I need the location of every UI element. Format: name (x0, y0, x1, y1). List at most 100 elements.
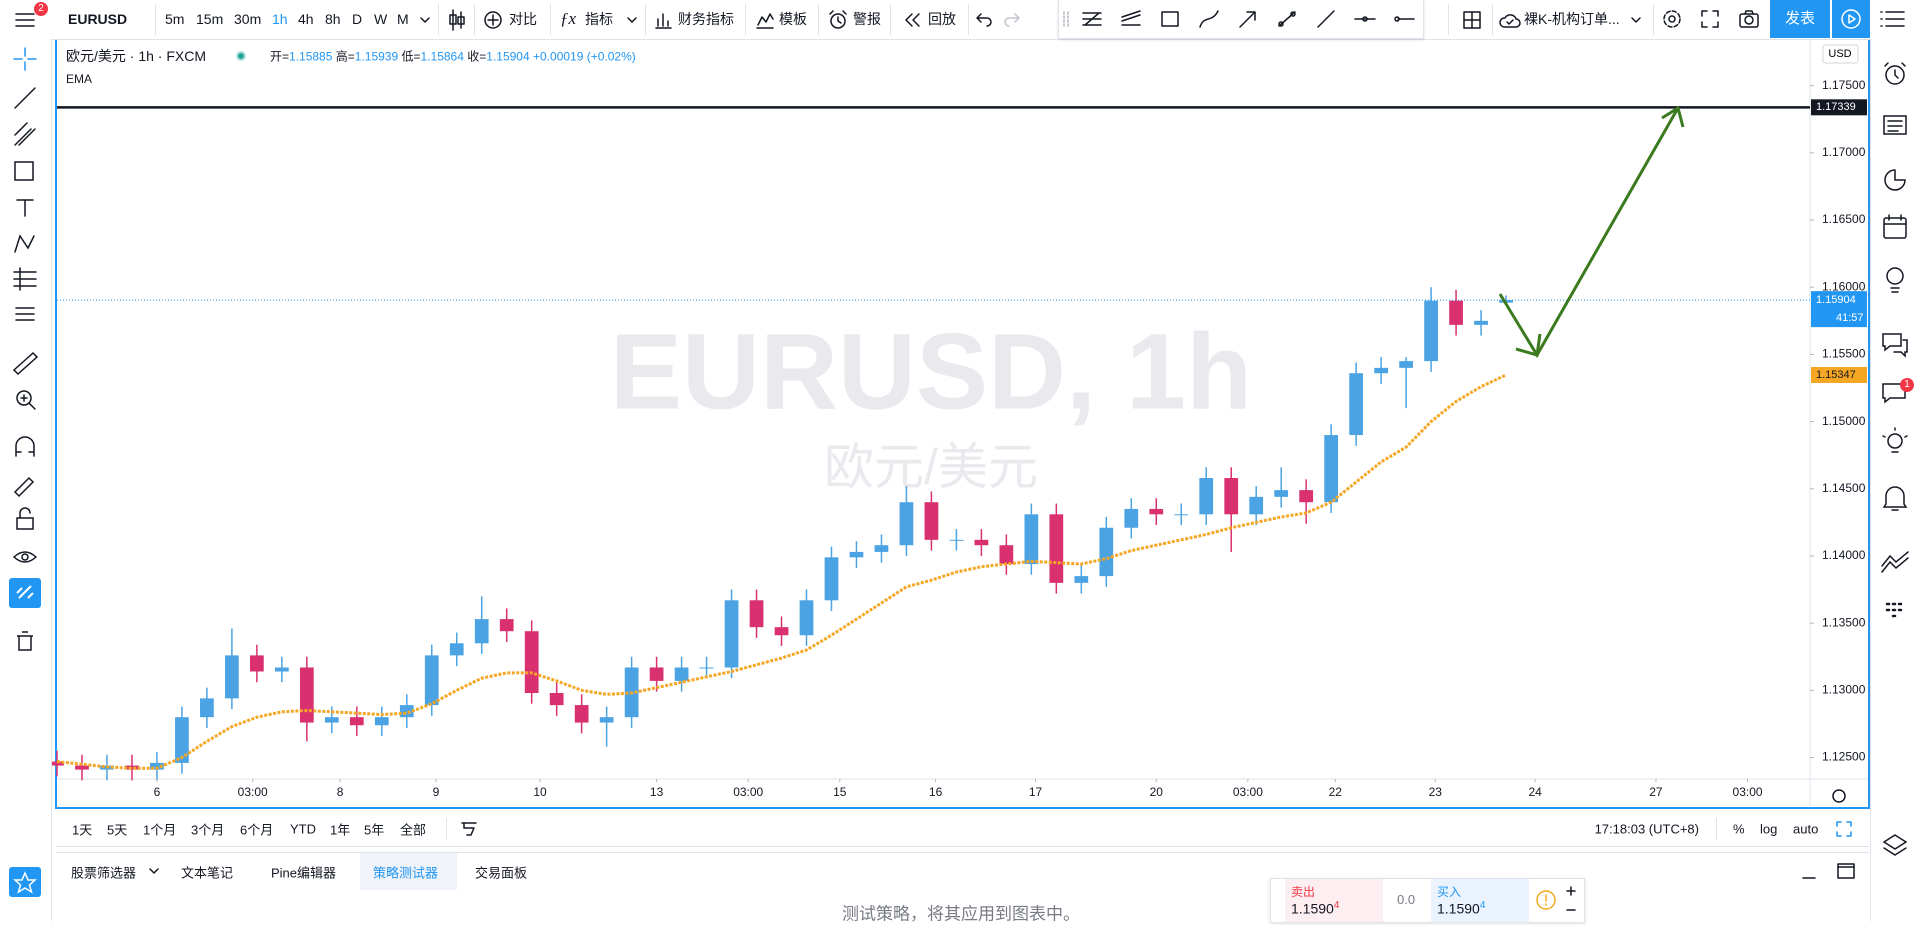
interval[interactable]: 8h (325, 11, 341, 27)
replay[interactable]: 回放 (928, 11, 956, 27)
tool-icon[interactable] (1120, 9, 1142, 29)
interval-active[interactable]: 1h (272, 11, 288, 27)
alert-icon[interactable] (827, 9, 849, 31)
panel-tab[interactable]: 文本笔记 (181, 865, 234, 881)
caret[interactable] (1630, 15, 1642, 25)
chat-icon[interactable] (1882, 333, 1908, 358)
pattern-icon[interactable] (14, 234, 35, 253)
tool-icon[interactable] (1237, 9, 1259, 29)
layout-icon[interactable] (1462, 10, 1482, 30)
fullscreen-icon[interactable] (1700, 9, 1720, 29)
scale-option[interactable]: log (1760, 821, 1778, 837)
buy-button[interactable] (1431, 879, 1529, 922)
tool-icon[interactable] (1315, 9, 1337, 29)
notifications-icon[interactable] (1882, 486, 1908, 511)
info-icon[interactable] (1535, 889, 1557, 911)
interval[interactable]: M (397, 11, 409, 27)
tool-icon[interactable] (1393, 9, 1415, 29)
replay-icon[interactable] (903, 12, 923, 28)
sell-button[interactable] (1285, 879, 1383, 922)
clock[interactable]: 17:18:03 (UTC+8) (1594, 821, 1699, 837)
interval[interactable]: 30m (234, 11, 262, 27)
more-icon[interactable] (1885, 602, 1903, 618)
maximize-icon[interactable] (1835, 820, 1853, 838)
prediction-icon[interactable] (13, 267, 37, 291)
range-button[interactable]: 3个月 (191, 822, 225, 838)
range-button[interactable]: 6个月 (240, 822, 274, 838)
dom-icon[interactable] (1881, 551, 1909, 573)
settings-icon[interactable] (1661, 8, 1683, 30)
symbol[interactable]: EURUSD (68, 11, 128, 27)
play-icon[interactable] (1840, 8, 1862, 30)
visibility-icon[interactable] (12, 551, 38, 563)
indicator-name[interactable]: EMA (66, 72, 93, 86)
tool-icon[interactable] (1354, 9, 1376, 29)
tool-icon[interactable] (1198, 9, 1220, 29)
financials[interactable]: 财务指标 (678, 11, 734, 27)
chart-type-icon[interactable] (447, 8, 467, 32)
cloud-icon[interactable] (1498, 11, 1522, 29)
interval[interactable]: 4h (298, 11, 314, 27)
compare-icon[interactable] (483, 10, 503, 30)
settings-icon[interactable] (1832, 789, 1846, 803)
watchlist-button[interactable] (9, 867, 41, 897)
range-button[interactable]: 全部 (400, 822, 427, 838)
range-button[interactable]: 5年 (364, 822, 385, 838)
scale-option[interactable]: auto (1793, 821, 1819, 837)
templates[interactable]: 模板 (779, 11, 807, 27)
goto-date-icon[interactable] (459, 820, 479, 838)
tool-icon[interactable] (1081, 9, 1103, 29)
ideas-icon[interactable] (1886, 267, 1904, 285)
text-icon[interactable] (16, 199, 34, 217)
calendar-icon[interactable] (1883, 217, 1907, 239)
currency-box[interactable] (1822, 44, 1859, 64)
crosshair-icon[interactable] (13, 47, 37, 71)
watchlist-icon[interactable] (1880, 11, 1905, 27)
interval[interactable]: 5m (165, 11, 185, 27)
drag-handle[interactable] (1063, 10, 1069, 28)
alerts-icon[interactable] (1885, 65, 1905, 85)
interval[interactable]: 15m (196, 11, 224, 27)
minimize-icon[interactable] (1800, 864, 1818, 882)
news-icon[interactable] (1883, 115, 1907, 135)
indicators[interactable]: 指标 (585, 11, 613, 27)
panel-tab[interactable]: Pine编辑器 (271, 865, 337, 881)
caret[interactable] (419, 15, 431, 25)
undo-icon[interactable] (975, 11, 993, 27)
layout-name[interactable]: 裸K-机构订单... (1524, 11, 1620, 27)
financials-icon[interactable] (653, 10, 673, 30)
scale-option[interactable]: % (1733, 821, 1745, 837)
object-tree-icon[interactable] (1882, 834, 1908, 856)
panel-maximize-icon[interactable] (1836, 862, 1856, 880)
data-window-icon[interactable] (1884, 169, 1906, 191)
shape-icon[interactable] (14, 161, 34, 181)
menu-icon[interactable] (14, 11, 36, 29)
redo-icon[interactable] (1003, 11, 1021, 27)
alerts[interactable]: 警报 (853, 11, 881, 27)
trash-icon[interactable] (17, 631, 33, 651)
panel-tab[interactable]: 交易面板 (475, 865, 528, 881)
publish-button[interactable]: 发表 (1770, 0, 1830, 38)
range-button[interactable]: 1个月 (143, 822, 177, 838)
lock-icon[interactable] (16, 517, 34, 530)
stepper-icon[interactable] (1563, 881, 1579, 919)
line-tool-icon[interactable] (14, 87, 36, 109)
caret[interactable] (626, 15, 638, 25)
range-button[interactable]: 1年 (330, 822, 351, 838)
panel-tab[interactable]: 股票筛选器 (71, 865, 137, 881)
interval[interactable]: D (352, 11, 363, 27)
caret[interactable] (148, 866, 160, 876)
drawing-mode-icon[interactable] (13, 476, 35, 498)
magnet-icon[interactable] (15, 436, 35, 457)
tool-icon[interactable] (1159, 9, 1181, 29)
hotlist-icon[interactable] (1887, 433, 1903, 449)
templates-icon[interactable] (755, 10, 775, 30)
indicators-icon[interactable]: ƒx (560, 9, 577, 28)
interval[interactable]: W (374, 11, 388, 27)
panel-tab-active[interactable]: 策略测试器 (373, 865, 439, 881)
tool-icon[interactable] (1276, 9, 1298, 29)
pitchfork-icon[interactable] (14, 122, 36, 146)
compare[interactable]: 对比 (509, 11, 537, 27)
range-button[interactable]: 1天 (72, 822, 93, 838)
zoom-icon[interactable] (16, 390, 32, 406)
